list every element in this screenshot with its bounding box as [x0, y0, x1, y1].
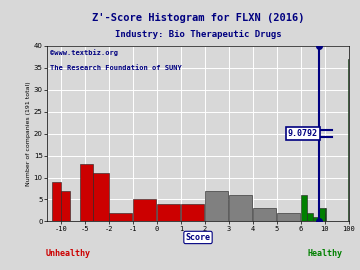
- Text: 9.0792: 9.0792: [288, 129, 318, 138]
- Bar: [181, 204, 204, 221]
- Bar: [80, 164, 93, 221]
- Bar: [51, 182, 61, 221]
- Bar: [205, 191, 228, 221]
- Bar: [93, 173, 109, 221]
- Bar: [253, 208, 276, 221]
- Text: Industry: Bio Therapeutic Drugs: Industry: Bio Therapeutic Drugs: [115, 30, 281, 39]
- Text: Z'-Score Histogram for FLXN (2016): Z'-Score Histogram for FLXN (2016): [92, 13, 304, 23]
- Bar: [313, 217, 319, 221]
- Bar: [61, 191, 71, 221]
- Bar: [229, 195, 252, 221]
- Text: Unhealthy: Unhealthy: [45, 249, 90, 258]
- Bar: [133, 200, 156, 221]
- Text: The Research Foundation of SUNY: The Research Foundation of SUNY: [50, 65, 181, 71]
- Bar: [301, 195, 307, 221]
- Text: Healthy: Healthy: [307, 249, 342, 258]
- Bar: [307, 213, 312, 221]
- Bar: [109, 213, 132, 221]
- Y-axis label: Number of companies (191 total): Number of companies (191 total): [26, 81, 31, 186]
- Bar: [319, 208, 324, 221]
- X-axis label: Score: Score: [185, 233, 211, 242]
- Bar: [157, 204, 180, 221]
- Text: ©www.textbiz.org: ©www.textbiz.org: [50, 49, 118, 56]
- Bar: [348, 59, 349, 221]
- Bar: [277, 213, 300, 221]
